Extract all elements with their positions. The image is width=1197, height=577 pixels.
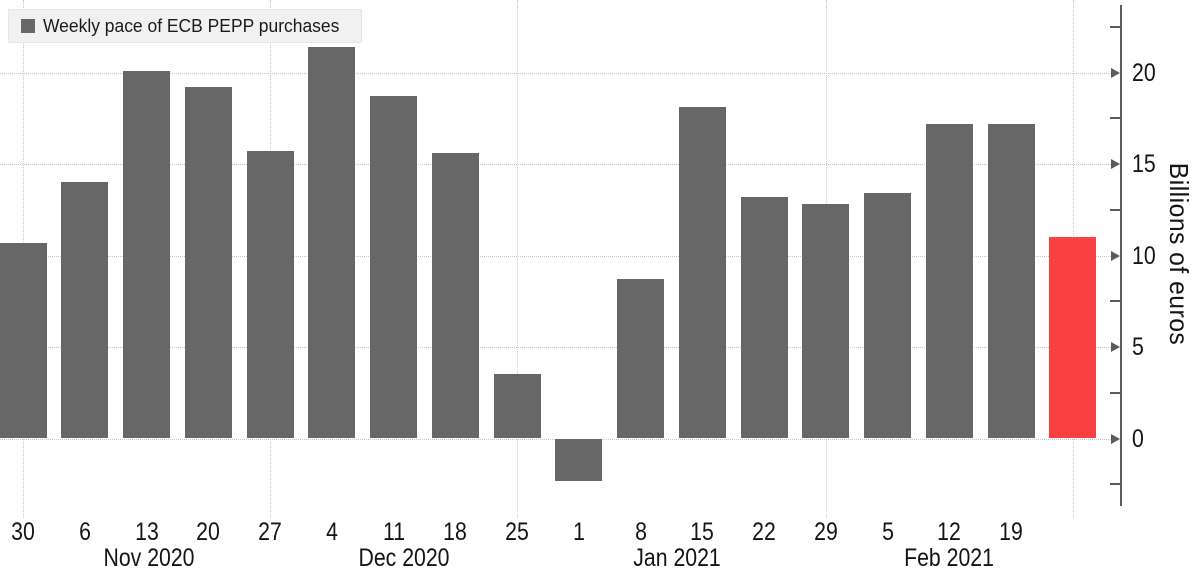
gridline-horizontal xyxy=(0,164,1121,165)
bar-week xyxy=(925,123,973,439)
x-axis-month-label: Feb 2021 xyxy=(904,544,994,572)
x-axis-tick-label: 4 xyxy=(325,518,338,546)
legend-swatch-icon xyxy=(21,19,35,33)
x-axis-tick-label: 19 xyxy=(999,518,1023,546)
x-axis-tick-label: 12 xyxy=(937,518,962,546)
gridline-horizontal xyxy=(0,255,1121,257)
y-axis-line xyxy=(1120,5,1122,506)
y-axis-major-tick xyxy=(1111,159,1120,169)
bar-week xyxy=(987,123,1035,439)
x-axis-tick-label: 15 xyxy=(690,518,715,546)
x-axis-tick-label: 29 xyxy=(814,518,838,546)
bar-week xyxy=(370,96,418,439)
y-axis-tick-label: 20 xyxy=(1132,58,1156,87)
y-axis-minor-tick xyxy=(1110,117,1121,120)
bar-week xyxy=(246,151,294,439)
x-axis-tick-label: 30 xyxy=(11,518,35,546)
x-axis-tick-label: 8 xyxy=(634,518,647,546)
x-axis-month-label: Jan 2021 xyxy=(633,544,721,572)
y-axis-tick-label: 0 xyxy=(1132,424,1144,453)
y-axis-minor-tick xyxy=(1110,25,1121,28)
y-axis-tick-label: 10 xyxy=(1132,241,1156,270)
x-axis-tick-label: 20 xyxy=(196,518,221,546)
x-axis-tick-label: 6 xyxy=(78,518,91,546)
y-axis-major-tick xyxy=(1111,67,1120,78)
bar-week xyxy=(555,438,603,481)
gridline-horizontal xyxy=(0,72,1121,74)
x-axis-tick-label: 27 xyxy=(258,518,282,546)
bar-week xyxy=(184,87,232,439)
bar-week xyxy=(678,107,726,439)
legend: Weekly pace of ECB PEPP purchases xyxy=(8,9,362,43)
y-axis-tick-label: 15 xyxy=(1132,150,1156,178)
bar-week xyxy=(123,70,171,439)
y-axis-minor-tick xyxy=(1110,483,1121,486)
bar-week xyxy=(308,46,356,439)
y-axis-tick-label: 5 xyxy=(1132,333,1144,361)
legend-label: Weekly pace of ECB PEPP purchases xyxy=(43,15,340,36)
x-axis-tick-label: 5 xyxy=(881,518,894,546)
bar-week xyxy=(61,182,109,439)
x-axis-tick-label: 18 xyxy=(443,518,468,546)
y-axis-title: Billions of euros xyxy=(1164,162,1194,346)
x-axis-tick-label: 1 xyxy=(572,518,585,546)
bar-week xyxy=(493,374,541,439)
y-axis-major-tick xyxy=(1111,433,1120,444)
x-axis-tick-label: 25 xyxy=(505,518,529,546)
x-axis-tick-label: 22 xyxy=(752,518,776,546)
y-axis-major-tick xyxy=(1111,342,1120,352)
y-axis-minor-tick xyxy=(1110,300,1121,303)
y-axis-major-tick xyxy=(1111,250,1120,261)
bar-week xyxy=(802,204,850,439)
y-axis-minor-tick xyxy=(1110,391,1121,394)
bar-week xyxy=(864,193,912,439)
y-axis-minor-tick xyxy=(1110,208,1121,211)
bar-week xyxy=(0,242,47,439)
gridline-vertical xyxy=(517,0,519,518)
gridline-horizontal xyxy=(0,347,1121,348)
bar-week xyxy=(431,153,479,439)
x-axis-tick-label: 13 xyxy=(134,518,159,546)
x-axis-tick-label: 11 xyxy=(382,518,405,546)
x-axis-month-label: Dec 2020 xyxy=(358,544,450,572)
bar-week xyxy=(740,196,788,439)
bar-highlight-latest-week xyxy=(1049,237,1097,439)
x-axis-month-label: Nov 2020 xyxy=(103,544,195,572)
bar-week xyxy=(617,279,665,439)
